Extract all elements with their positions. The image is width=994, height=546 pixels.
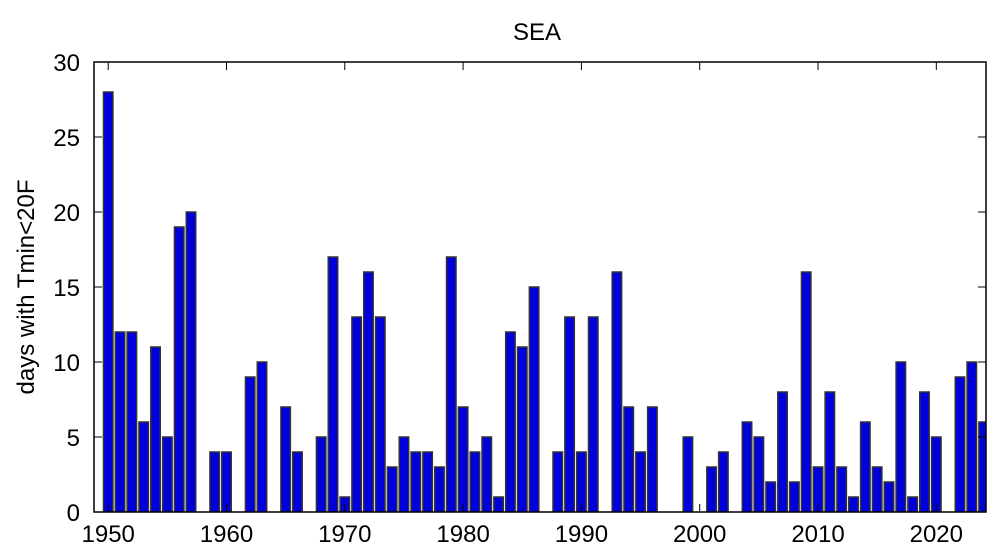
- bar-1977: [422, 451, 434, 512]
- bar-2004: [741, 421, 753, 512]
- bar-1950: [102, 91, 114, 512]
- bar-1983: [493, 496, 505, 512]
- bar-1990: [575, 451, 587, 512]
- bar-1962: [244, 376, 256, 512]
- bar-1956: [173, 226, 185, 512]
- x-tick-label: 1990: [555, 521, 608, 546]
- y-tick-label: 20: [53, 200, 80, 227]
- bar-1951: [114, 331, 126, 512]
- bar-1952: [126, 331, 138, 512]
- bar-2012: [836, 466, 848, 512]
- plot-frame: [93, 61, 987, 513]
- bar-1953: [138, 421, 150, 512]
- bar-2022: [954, 376, 966, 512]
- bar-2017: [895, 361, 907, 512]
- bar-2006: [765, 481, 777, 512]
- bar-1979: [445, 256, 457, 512]
- bar-2015: [871, 466, 883, 512]
- x-tick-label: 1970: [318, 521, 371, 546]
- bar-1954: [150, 346, 161, 512]
- x-tick-label: 1950: [82, 521, 135, 546]
- bar-1957: [185, 211, 197, 512]
- bar-2001: [706, 466, 718, 512]
- y-tick-label: 30: [53, 50, 80, 77]
- x-tick-label: 2000: [673, 521, 726, 546]
- bar-1963: [256, 361, 268, 512]
- bar-1965: [280, 406, 292, 512]
- y-tick-label: 15: [53, 275, 80, 302]
- bar-2008: [788, 481, 800, 512]
- bar-1985: [516, 346, 528, 512]
- bar-1986: [528, 286, 540, 512]
- bar-1972: [362, 271, 374, 512]
- bar-1981: [469, 451, 481, 512]
- x-tick-label: 1980: [436, 521, 489, 546]
- bar-2005: [753, 436, 765, 512]
- y-tick-label: 25: [53, 125, 80, 152]
- bar-1982: [481, 436, 493, 512]
- bar-1996: [646, 406, 658, 512]
- x-tick-label: 2020: [910, 521, 963, 546]
- bar-2013: [848, 496, 859, 512]
- bar-2009: [800, 271, 812, 512]
- bar-1973: [374, 316, 386, 512]
- bar-1955: [161, 436, 173, 512]
- y-axis-label: days with Tmin<20F: [13, 180, 40, 395]
- bar-2007: [777, 391, 789, 512]
- bar-1993: [611, 271, 623, 512]
- bar-2019: [919, 391, 930, 512]
- bar-1994: [623, 406, 635, 512]
- bar-2011: [824, 391, 836, 512]
- bar-1959: [209, 451, 221, 512]
- bar-1960: [221, 451, 232, 512]
- bar-1971: [351, 316, 363, 512]
- bar-1980: [457, 406, 469, 512]
- bar-1978: [433, 466, 445, 512]
- bar-1968: [315, 436, 327, 512]
- axis-ticks: 1950 1960 1970 1980 1990 2000 2010 2020 0 5 10 15 20…: [53, 50, 986, 546]
- bar-1975: [398, 436, 410, 512]
- bar-2018: [907, 496, 919, 512]
- bar-1984: [504, 331, 516, 512]
- bar-2020: [930, 436, 942, 512]
- bar-1976: [410, 451, 422, 512]
- bar-1966: [291, 451, 303, 512]
- bar-2016: [883, 481, 895, 512]
- chart-title: SEA: [513, 19, 561, 46]
- x-tick-label: 1960: [200, 521, 253, 546]
- y-tick-label: 5: [67, 425, 80, 452]
- bar-1974: [386, 466, 398, 512]
- bar-2023: [966, 361, 978, 512]
- bar-2024: [978, 421, 986, 512]
- y-tick-label: 10: [53, 350, 80, 377]
- bars: [102, 91, 986, 512]
- bar-1989: [564, 316, 576, 512]
- bar-1999: [682, 436, 694, 512]
- bar-1995: [635, 451, 647, 512]
- bar-2002: [717, 451, 729, 512]
- bar-2014: [859, 421, 871, 512]
- y-tick-label: 0: [67, 500, 80, 527]
- bar-1969: [327, 256, 339, 512]
- bar-1988: [552, 451, 564, 512]
- bar-2010: [812, 466, 824, 512]
- x-tick-label: 2010: [791, 521, 844, 546]
- bar-1991: [587, 316, 599, 512]
